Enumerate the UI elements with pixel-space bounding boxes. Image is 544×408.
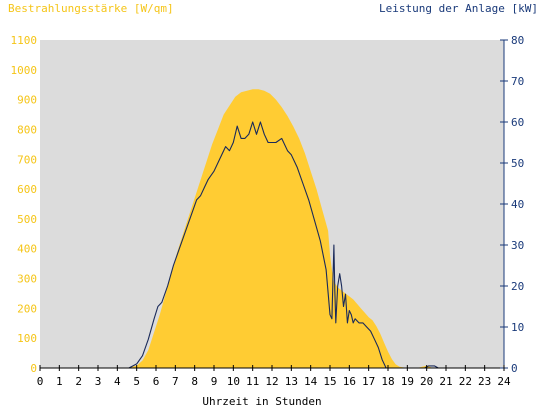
x-tick-label: 9	[211, 375, 218, 388]
x-tick-label: 6	[153, 375, 160, 388]
x-tick-label: 4	[114, 375, 121, 388]
x-tick-label: 2	[75, 375, 82, 388]
right-tick-label: 70	[511, 75, 524, 88]
x-tick-label: 19	[401, 375, 414, 388]
right-tick-label: 30	[511, 239, 524, 252]
x-tick-label: 14	[304, 375, 318, 388]
x-tick-label: 16	[343, 375, 356, 388]
x-tick-label: 1	[56, 375, 63, 388]
x-tick-label: 7	[172, 375, 179, 388]
x-tick-label: 3	[95, 375, 102, 388]
x-tick-label: 5	[133, 375, 140, 388]
left-tick-label: 500	[17, 213, 37, 226]
right-tick-label: 60	[511, 116, 524, 129]
right-tick-label: 50	[511, 157, 524, 170]
left-tick-label: 600	[17, 183, 37, 196]
x-tick-label: 18	[381, 375, 394, 388]
x-tick-label: 15	[323, 375, 336, 388]
left-tick-label: 200	[17, 302, 37, 315]
left-tick-label: 700	[17, 153, 37, 166]
right-tick-label: 40	[511, 198, 524, 211]
series-irradiance-area	[40, 89, 504, 368]
axes-layer: 0100200300400500600700800900100011000102…	[11, 34, 525, 388]
x-axis-title: Uhrzeit in Stunden	[202, 395, 321, 408]
right-tick-label: 80	[511, 34, 524, 47]
left-tick-label: 900	[17, 94, 37, 107]
left-axis-title: Bestrahlungsstärke [W/qm]	[8, 2, 174, 15]
left-tick-label: 800	[17, 123, 37, 136]
x-tick-label: 21	[439, 375, 452, 388]
right-axis-title: Leistung der Anlage [kW]	[379, 2, 538, 15]
left-tick-label: 1000	[11, 64, 38, 77]
x-tick-label: 20	[420, 375, 433, 388]
x-tick-label: 23	[478, 375, 491, 388]
x-tick-label: 13	[285, 375, 298, 388]
x-tick-label: 22	[459, 375, 472, 388]
x-tick-label: 11	[246, 375, 259, 388]
x-tick-label: 12	[265, 375, 278, 388]
series-layer	[40, 89, 504, 369]
x-tick-label: 0	[37, 375, 44, 388]
x-tick-label: 24	[497, 375, 511, 388]
right-tick-label: 10	[511, 321, 524, 334]
x-tick-label: 8	[191, 375, 198, 388]
x-tick-label: 10	[227, 375, 240, 388]
series-power-line	[40, 121, 504, 369]
x-tick-label: 17	[362, 375, 375, 388]
right-tick-label: 20	[511, 280, 524, 293]
left-tick-label: 400	[17, 243, 37, 256]
left-tick-label: 300	[17, 273, 37, 286]
left-tick-label: 100	[17, 332, 37, 345]
left-tick-label: 1100	[11, 34, 38, 47]
left-tick-label: 0	[30, 362, 37, 375]
right-tick-label: 0	[511, 362, 518, 375]
